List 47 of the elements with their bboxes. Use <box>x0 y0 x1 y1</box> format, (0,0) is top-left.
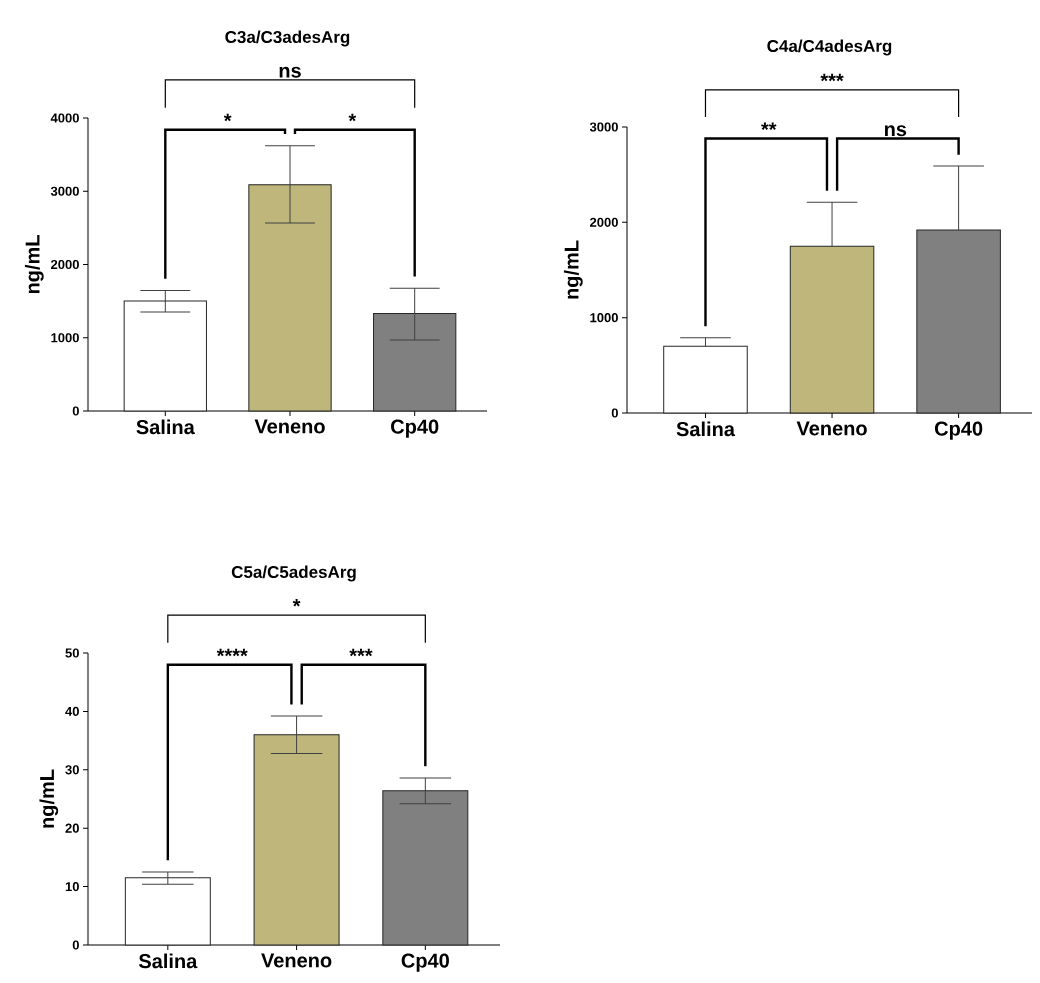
annotation: ** <box>761 122 777 130</box>
y-tick-label: 40 <box>65 706 79 716</box>
bar <box>382 790 469 946</box>
chart-title: C5a/C5adesArg <box>231 565 356 582</box>
x-tick-label: Veneno <box>254 419 325 434</box>
bar <box>916 229 1001 414</box>
y-tick-label: 3000 <box>589 122 618 132</box>
x-tick-label: Cp40 <box>401 953 449 972</box>
y-tick-label: 1000 <box>590 313 618 323</box>
x-tick-label: Cp40 <box>391 419 439 438</box>
text: *** <box>820 73 844 82</box>
bar <box>789 245 875 414</box>
annotation: * <box>348 113 357 122</box>
y-tick-label: 0 <box>611 408 618 418</box>
y-tick-label: 2000 <box>51 259 79 270</box>
x-tick-label: Veneno <box>261 953 332 968</box>
bar <box>123 300 207 412</box>
text: ns <box>279 66 301 78</box>
y-tick-label: 3000 <box>50 186 79 196</box>
y-tick-label: 30 <box>65 765 79 775</box>
annotation: ns <box>884 125 907 137</box>
x-tick-label: Salina <box>676 421 736 437</box>
y-tick-label: 0 <box>72 406 79 416</box>
bar <box>373 313 457 412</box>
y-tick-label: 10 <box>65 881 79 892</box>
y-axis-title: ng/mL <box>563 240 583 299</box>
bar <box>248 184 332 412</box>
x-tick-label: Salina <box>136 419 195 435</box>
annotation: * <box>223 113 232 122</box>
chart-title: C4a/C4adesArg <box>767 39 892 56</box>
text: * <box>292 599 301 607</box>
y-axis-title: ng/mL <box>24 235 44 294</box>
y-tick-label: 0 <box>72 940 79 950</box>
annotation: *** <box>349 648 373 657</box>
chart-title: C3a/C3adesArg <box>225 30 350 47</box>
bar <box>124 877 211 946</box>
y-axis-title: ng/mL <box>39 769 59 828</box>
x-tick-label: Salina <box>138 953 198 969</box>
y-tick-label: 1000 <box>51 333 79 343</box>
y-tick-label: 20 <box>65 823 79 833</box>
bar <box>663 345 748 414</box>
x-tick-label: Cp40 <box>934 421 983 440</box>
y-tick-label: 50 <box>65 648 79 658</box>
y-tick-label: 4000 <box>50 113 79 123</box>
annotation: **** <box>216 648 248 657</box>
x-tick-label: Veneno <box>796 421 867 436</box>
y-tick-label: 2000 <box>590 217 618 227</box>
